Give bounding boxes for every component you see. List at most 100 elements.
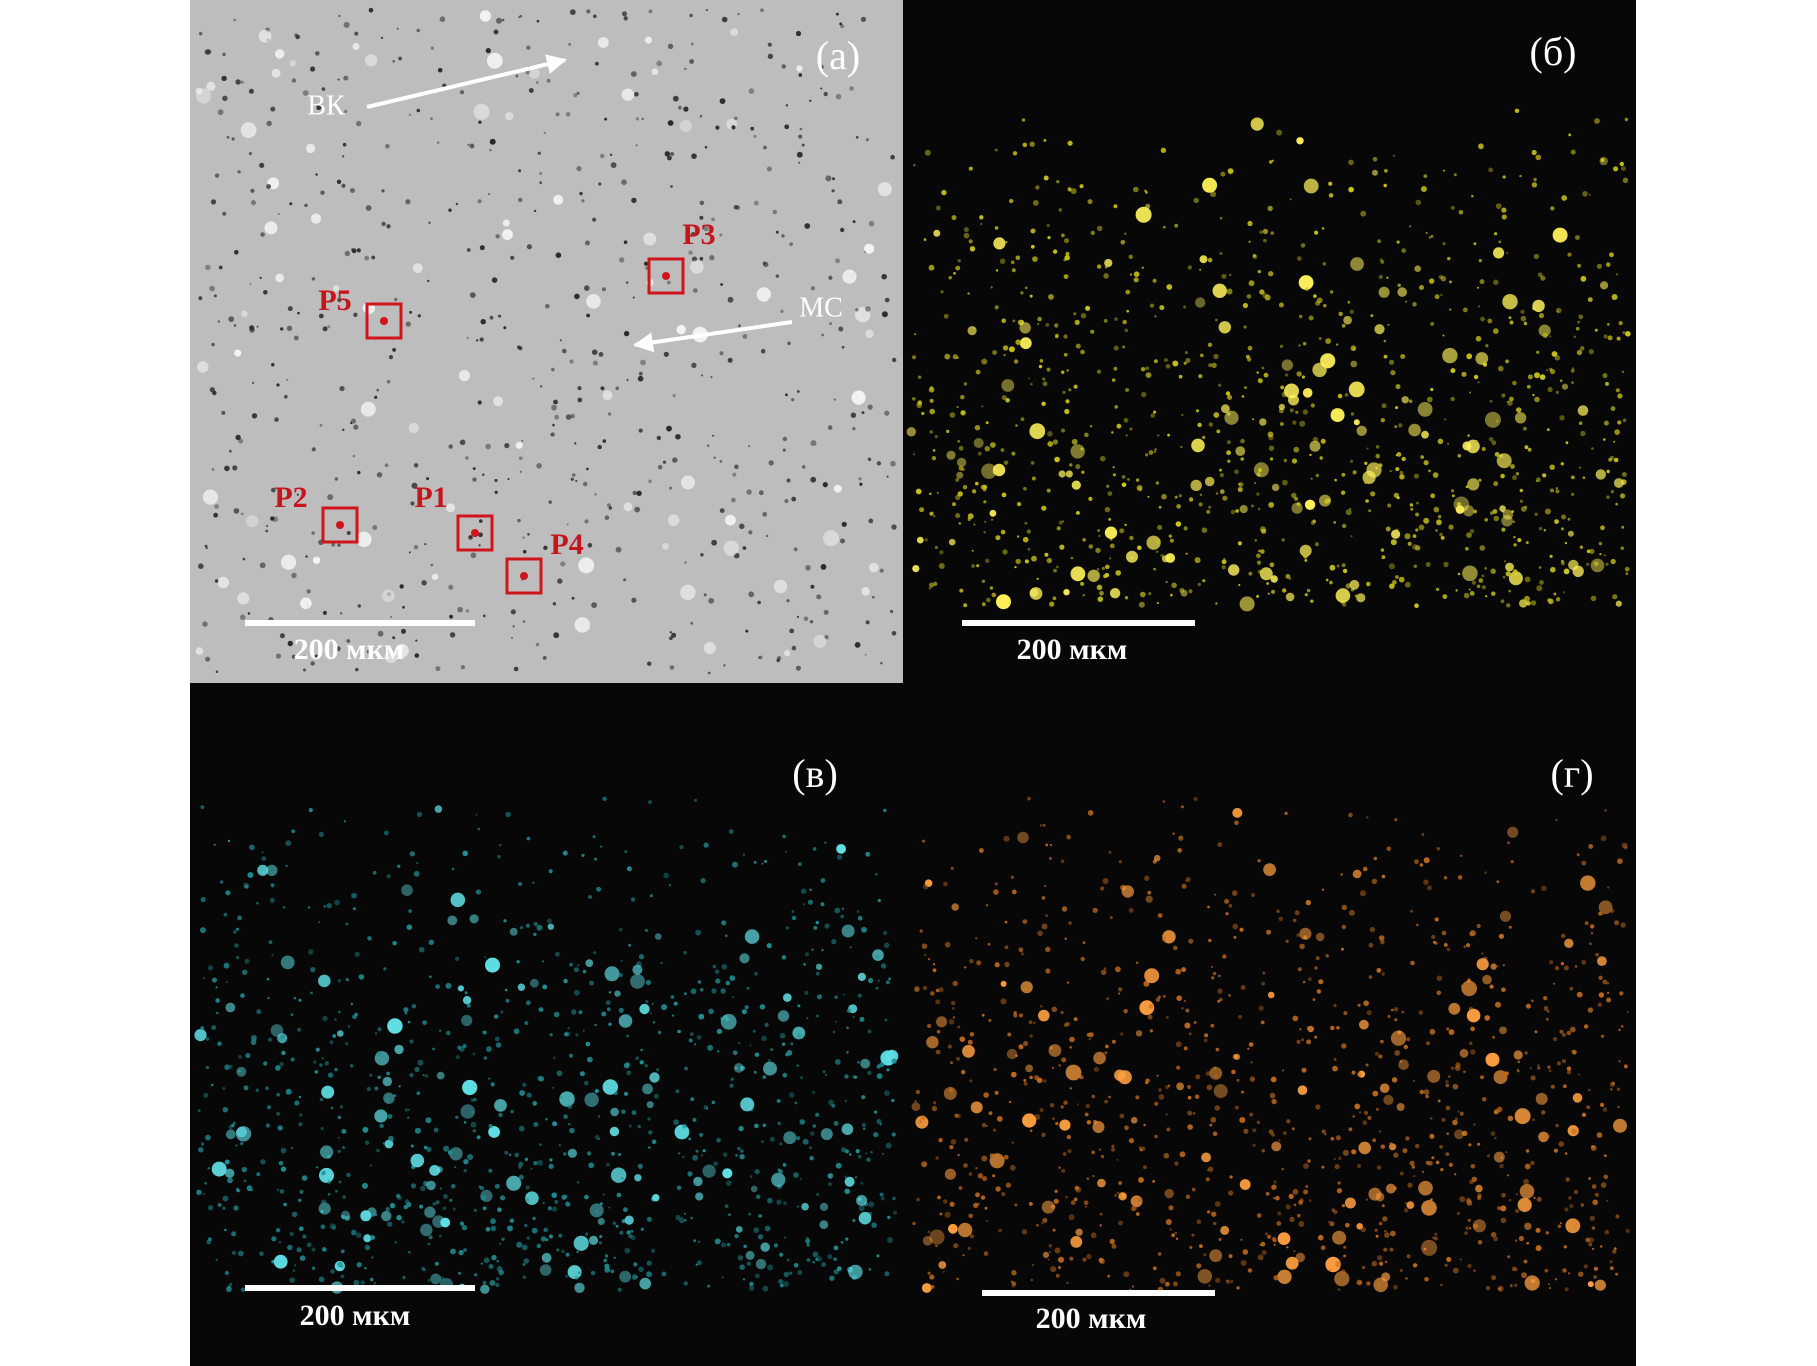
speckle	[636, 490, 642, 496]
speckle	[863, 1127, 866, 1130]
speckle	[233, 1205, 239, 1211]
speckle	[311, 1247, 316, 1252]
speckle	[1615, 388, 1620, 393]
speckle	[209, 387, 215, 393]
speckle	[215, 1258, 218, 1261]
speckle	[546, 918, 552, 924]
speckle	[381, 221, 386, 227]
speckle	[1538, 566, 1542, 569]
speckle	[202, 1192, 205, 1196]
speckle	[1470, 1026, 1475, 1032]
speckle	[1454, 1173, 1457, 1176]
speckle	[1147, 890, 1152, 895]
speckle	[518, 1161, 524, 1167]
speckle	[1106, 484, 1110, 488]
speckle	[1062, 1152, 1067, 1156]
speckle	[1587, 1281, 1594, 1288]
speckle	[1195, 1074, 1201, 1080]
speckle	[1030, 228, 1036, 234]
speckle	[1048, 1044, 1062, 1057]
speckle	[1099, 1212, 1103, 1216]
speckle	[387, 1114, 393, 1119]
speckle	[1023, 486, 1027, 491]
speckle	[1112, 466, 1115, 469]
speckle	[915, 488, 922, 495]
speckle	[1381, 403, 1387, 409]
speckle	[1387, 503, 1392, 508]
speckle	[1527, 447, 1532, 452]
speckle	[967, 513, 974, 520]
speckle	[1088, 544, 1094, 549]
speckle	[593, 951, 597, 955]
speckle	[553, 1056, 556, 1059]
speckle	[1175, 521, 1182, 527]
speckle	[215, 986, 218, 989]
speckle	[984, 520, 987, 523]
speckle	[1306, 588, 1311, 593]
speckle	[703, 642, 716, 655]
speckle	[577, 386, 582, 391]
speckle	[396, 27, 399, 30]
speckle	[809, 99, 812, 103]
speckle	[1482, 974, 1492, 985]
speckle	[1042, 823, 1046, 827]
speckle	[914, 986, 920, 992]
speckle	[351, 1229, 357, 1236]
speckle	[1248, 280, 1255, 287]
speckle	[651, 1002, 655, 1006]
speckle	[724, 1204, 729, 1208]
speckle	[221, 410, 226, 415]
speckle	[1500, 599, 1505, 603]
speckle	[796, 1064, 799, 1067]
panel-d	[903, 683, 1636, 1366]
speckle	[721, 1242, 726, 1248]
speckle	[932, 968, 937, 973]
speckle	[1617, 420, 1622, 425]
speckle	[739, 1154, 745, 1160]
speckle	[733, 1063, 744, 1073]
speckle	[1036, 577, 1039, 580]
speckle	[1240, 457, 1244, 461]
speckle	[840, 227, 845, 233]
speckle	[525, 1185, 530, 1190]
speckle	[1325, 338, 1331, 344]
speckle	[1145, 453, 1149, 457]
speckle	[672, 457, 678, 463]
speckle	[539, 1264, 552, 1276]
speckle	[911, 1102, 921, 1111]
speckle	[1399, 1060, 1403, 1063]
speckle	[604, 117, 608, 121]
speckle	[523, 1258, 530, 1264]
speckle	[1502, 294, 1518, 310]
speckle	[1546, 428, 1550, 431]
speckle	[1071, 480, 1081, 490]
speckle	[1309, 453, 1312, 457]
speckle	[466, 336, 469, 339]
speckle	[730, 28, 739, 37]
speckle	[1440, 536, 1445, 540]
speckle	[1224, 898, 1230, 904]
speckle	[350, 421, 353, 425]
speckle	[302, 90, 309, 96]
speckle	[413, 463, 419, 468]
speckle	[1473, 374, 1479, 380]
speckle	[1099, 591, 1104, 596]
speckle	[1111, 1039, 1116, 1044]
speckle	[402, 1275, 406, 1280]
speckle	[1308, 315, 1314, 321]
speckle	[1571, 1049, 1576, 1054]
speckle	[953, 272, 956, 275]
speckle	[1529, 1067, 1532, 1070]
speckle	[1000, 980, 1007, 987]
speckle	[1412, 1263, 1418, 1268]
annotation-arrow	[633, 320, 793, 353]
speckle	[394, 1044, 404, 1055]
speckle	[1042, 377, 1046, 381]
speckle	[450, 1248, 456, 1255]
speckle	[340, 612, 343, 615]
speckle	[1116, 423, 1122, 429]
speckle	[1609, 252, 1614, 258]
speckle	[1041, 923, 1048, 930]
speckle	[568, 42, 572, 46]
speckle	[222, 1087, 226, 1090]
